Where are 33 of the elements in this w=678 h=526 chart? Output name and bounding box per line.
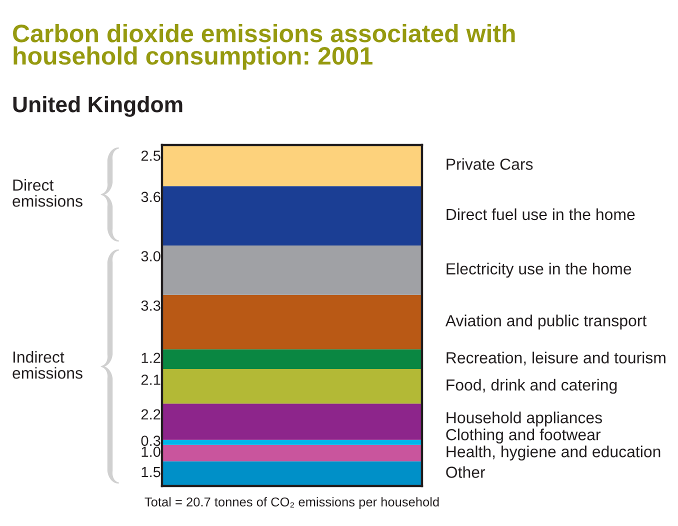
data-label: 2.2 bbox=[141, 409, 160, 420]
series-label: Recreation, leisure and tourism bbox=[446, 352, 666, 366]
series-label: Other bbox=[446, 466, 486, 478]
data-label: 2.1 bbox=[141, 374, 160, 385]
chart-title: Carbon dioxide emissions associated with household consumption: 2001 bbox=[13, 24, 515, 70]
data-label: 3.6 bbox=[141, 192, 160, 202]
series-label: Food, drink and catering bbox=[446, 378, 617, 394]
data-label: 1.2 bbox=[142, 352, 160, 363]
series-label: Direct fuel use in the home bbox=[446, 208, 635, 220]
data-label: 1.5 bbox=[142, 467, 160, 478]
data-label: 3.3 bbox=[141, 300, 160, 311]
text: Direct emissions bbox=[12, 179, 82, 207]
series-label: Clothing and footwear bbox=[446, 428, 601, 444]
bar bbox=[162, 440, 422, 445]
text: Total = 20.7 tonnes of CO₂ emissions per household bbox=[144, 497, 439, 510]
series-label: Private Cars bbox=[446, 158, 533, 170]
series-label: Household appliances bbox=[446, 412, 602, 426]
bar bbox=[162, 444, 422, 462]
bar bbox=[162, 404, 422, 440]
chart-subtitle: United Kingdom bbox=[13, 96, 182, 117]
data-label: 2.5 bbox=[141, 150, 160, 161]
data-label: 1.0 bbox=[142, 446, 160, 457]
series-label: Electricity use in the home bbox=[446, 262, 632, 278]
bar bbox=[162, 245, 422, 295]
bar bbox=[162, 349, 422, 370]
data-label: 3.0 bbox=[141, 251, 160, 262]
data-label: 0.3 bbox=[141, 436, 160, 446]
series-label: Health, hygiene and education bbox=[446, 446, 660, 460]
bar bbox=[162, 369, 422, 404]
text: Indirect emissions bbox=[12, 351, 82, 379]
series-label: Aviation and public transport bbox=[445, 314, 647, 330]
bar bbox=[162, 186, 422, 246]
bar bbox=[162, 294, 422, 350]
